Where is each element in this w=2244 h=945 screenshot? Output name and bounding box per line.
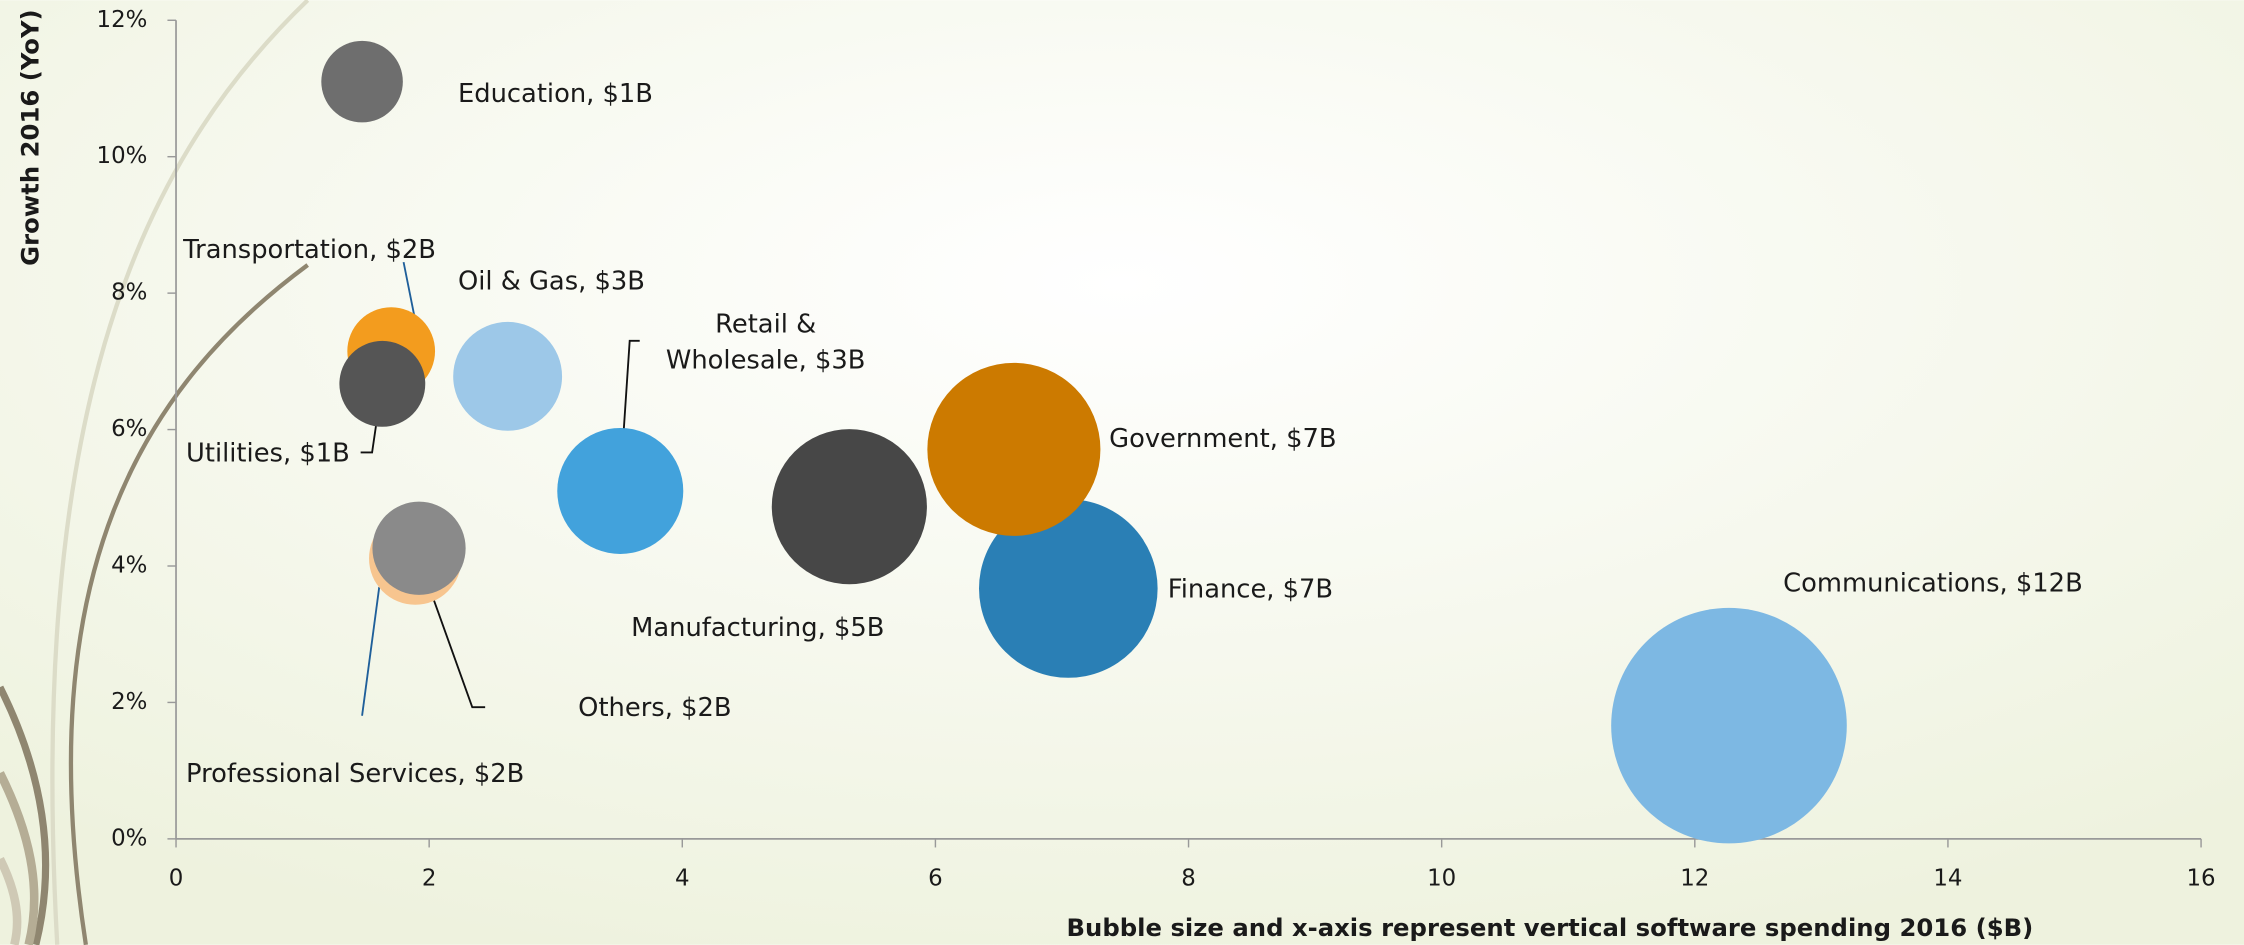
y-tick-label: 4% (111, 552, 147, 578)
bubble-label: Retail & (715, 310, 816, 340)
bubble-label: Manufacturing, $5B (631, 613, 884, 643)
x-axis-title: Bubble size and x-axis represent vertica… (1067, 913, 2034, 942)
x-tick-label: 4 (675, 865, 690, 891)
bubble (1611, 607, 1847, 844)
y-tick-label: 2% (111, 689, 147, 715)
x-tick-label: 6 (928, 865, 943, 891)
y-tick-label: 12% (97, 7, 148, 33)
bubble-label: Utilities, $1B (186, 438, 350, 468)
bubble-label: Communications, $12B (1783, 569, 2083, 599)
bubble-label: Government, $7B (1109, 424, 1336, 454)
x-tick-label: 8 (1181, 865, 1196, 891)
bubble-label: Oil & Gas, $3B (458, 267, 645, 297)
x-tick-label: 14 (1933, 865, 1962, 891)
bubble (453, 321, 563, 431)
bubble (771, 429, 927, 585)
x-tick-label: 12 (1680, 865, 1709, 891)
decoration (0, 0, 310, 945)
bubble (557, 427, 684, 554)
bubble (321, 40, 403, 123)
bubble (339, 340, 426, 427)
x-tick-label: 0 (169, 865, 184, 891)
bubble (927, 362, 1101, 536)
y-tick-label: 8% (111, 280, 147, 306)
bubble-label: Education, $1B (458, 79, 653, 109)
y-axis-title: Growth 2016 (YoY) (15, 9, 44, 266)
bubble-label: Finance, $7B (1168, 574, 1333, 604)
y-tick-label: 0% (111, 825, 147, 851)
x-tick-label: 16 (2187, 865, 2216, 891)
bubble-label: Transportation, $2B (182, 235, 436, 265)
bubble (979, 499, 1158, 678)
y-tick-label: 10% (97, 143, 148, 169)
y-tick-label: 6% (111, 416, 147, 442)
bubble (372, 501, 466, 595)
bubble-label: Wholesale, $3B (666, 345, 866, 375)
bubble-label: Others, $2B (578, 693, 731, 723)
x-tick-label: 2 (422, 865, 437, 891)
bubble-label: Professional Services, $2B (186, 759, 524, 789)
x-tick-label: 10 (1427, 865, 1456, 891)
